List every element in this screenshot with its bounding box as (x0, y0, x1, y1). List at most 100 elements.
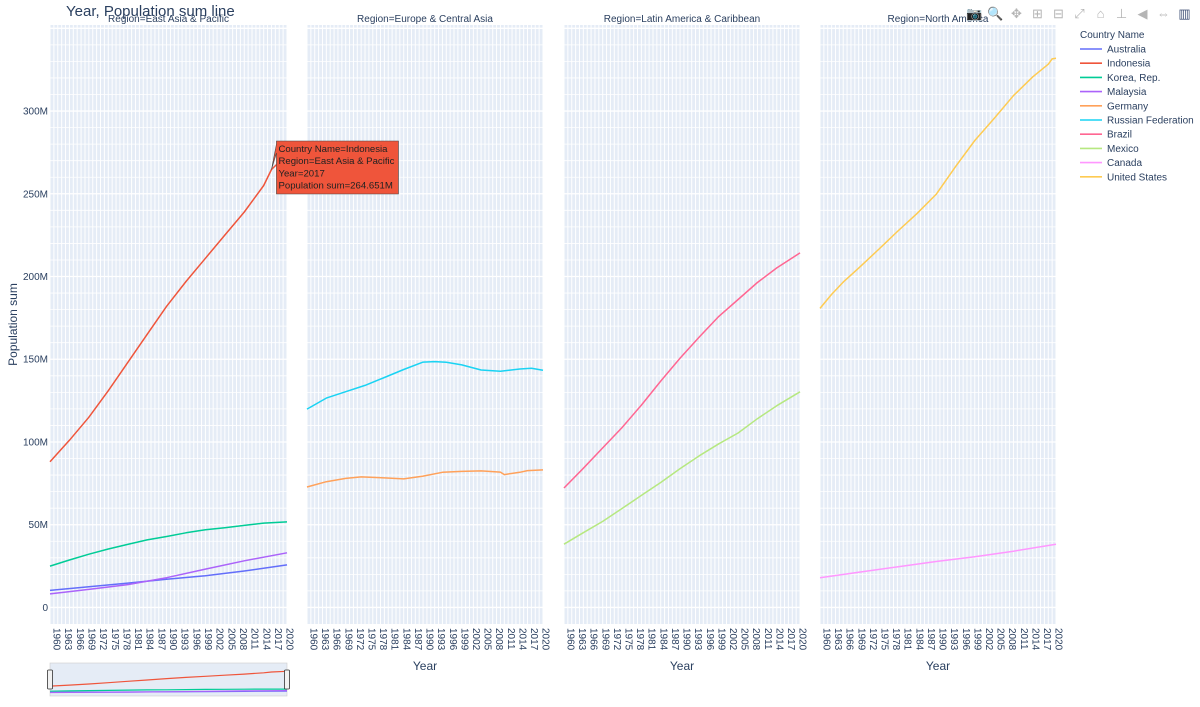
hover-tooltip-line: Year=2017 (278, 168, 324, 179)
x-tick-label: 1978 (890, 628, 901, 651)
series-line-germany[interactable] (306, 469, 544, 488)
hover-tooltip-line: Country Name=Indonesia (278, 144, 388, 155)
x-tick-label: 2008 (493, 628, 504, 651)
x-tick-label: 1981 (389, 628, 400, 651)
range-slider-line-malaysia (49, 689, 288, 694)
x-tick-label: 2008 (750, 628, 761, 651)
y-axis-label: Population sum (6, 283, 20, 366)
x-tick-label: 1972 (611, 628, 622, 651)
panel-region-north-america: Region=North America 1960 1963 1966 1969 1972… (819, 14, 1064, 673)
legend-item-korea-rep[interactable]: Korea, Rep. (1080, 73, 1160, 84)
x-tick-label: 1999 (202, 628, 213, 651)
zoom-out-icon[interactable]: ⊟ (1053, 5, 1064, 21)
legend-label: Malaysia (1107, 87, 1147, 98)
legend-item-mexico[interactable]: Mexico (1080, 144, 1139, 155)
series-line-russian-federation[interactable] (306, 360, 544, 410)
legend-item-brazil[interactable]: Brazil (1080, 130, 1132, 141)
y-tick-label: 0 (42, 603, 48, 614)
x-tick-label: 1972 (867, 628, 878, 651)
legend-item-united-states[interactable]: United States (1080, 172, 1167, 183)
range-slider-left-handle[interactable] (47, 669, 53, 690)
home-icon[interactable]: ⌂ (1096, 6, 1105, 21)
legend-title: Country Name (1080, 30, 1145, 41)
plot-background (564, 25, 800, 624)
x-tick-label: 1984 (400, 628, 411, 651)
x-tick-label: 1996 (190, 628, 201, 651)
y-tick-label: 250M (23, 189, 48, 200)
range-slider-right-handle[interactable] (284, 669, 290, 690)
zoom-in-icon[interactable]: ⊞ (1032, 5, 1043, 21)
x-tick-label: 1984 (657, 628, 668, 651)
legend-item-malaysia[interactable]: Malaysia (1080, 87, 1147, 98)
x-tick-label: 1963 (319, 628, 330, 651)
panel-title: Region=Europe & Central Asia (357, 14, 493, 25)
x-tick-label: 2014 (260, 628, 271, 651)
spike-lines-icon[interactable]: ⊥ (1115, 5, 1128, 21)
x-tick-label: 1990 (167, 628, 178, 651)
hover-tooltip-line: Population sum=264.651M (278, 181, 392, 192)
x-tick-label: 2005 (995, 628, 1006, 651)
x-tick-label: 2020 (1053, 628, 1064, 651)
x-tick-label: 1975 (366, 628, 377, 651)
hover-compare-icon[interactable]: ⇔ (1157, 6, 1170, 21)
legend-label: Brazil (1107, 130, 1132, 141)
range-slider-line-indonesia (49, 670, 288, 687)
zoom-icon[interactable]: 🔍 (987, 5, 1004, 21)
x-tick-label: 1960 (821, 628, 832, 651)
range-slider-line-korea-rep (49, 688, 287, 692)
camera-icon[interactable]: 📷 (966, 5, 983, 21)
autoscale-icon[interactable]: ⤢ (1074, 5, 1085, 21)
x-tick-label: 1999 (715, 628, 726, 651)
x-tick-label: 2017 (272, 628, 283, 651)
x-tick-label: 2002 (727, 628, 738, 651)
x-tick-label: 1969 (855, 628, 866, 651)
x-tick-label: 1999 (971, 628, 982, 651)
x-tick-label: 1999 (458, 628, 469, 651)
x-tick-label: 1984 (913, 628, 924, 651)
x-tick-label: 1987 (412, 628, 423, 651)
x-tick-label: 1966 (74, 628, 85, 651)
legend-label: Australia (1107, 45, 1146, 56)
series-line-korea-rep[interactable] (49, 521, 288, 567)
x-tick-label: 1960 (308, 628, 319, 651)
series-line-brazil[interactable] (563, 252, 801, 489)
series-line-united-states[interactable] (819, 57, 1057, 309)
x-tick-label: 2011 (249, 628, 260, 650)
plotly-logo-icon[interactable]: ▥ (1178, 5, 1191, 21)
legend-item-germany[interactable]: Germany (1080, 101, 1148, 112)
x-tick-label: 2002 (214, 628, 225, 651)
series-line-mexico[interactable] (563, 391, 801, 545)
hover-closest-icon[interactable]: ◀ (1137, 5, 1148, 21)
panel-title: Region=North America (888, 14, 989, 25)
x-tick-label: 2020 (797, 628, 808, 651)
x-tick-label: 1966 (331, 628, 342, 651)
legend-item-australia[interactable]: Australia (1080, 45, 1146, 56)
x-tick-label: 2011 (505, 628, 516, 650)
x-tick-label: 1993 (948, 628, 959, 651)
series-line-canada[interactable] (819, 543, 1057, 579)
x-tick-label: 1975 (109, 628, 120, 651)
x-tick-label: 1963 (576, 628, 587, 651)
plot-background (307, 25, 543, 624)
x-tick-label: 1966 (844, 628, 855, 651)
series-line-malaysia[interactable] (49, 552, 288, 595)
x-tick-label: 2002 (983, 628, 994, 651)
series-line-australia[interactable] (49, 564, 288, 592)
legend-label: Germany (1107, 101, 1148, 112)
x-tick-label: 2014 (1029, 628, 1040, 651)
legend-item-canada[interactable]: Canada (1080, 158, 1142, 169)
legend-label: United States (1107, 172, 1167, 183)
x-tick-label: 1990 (937, 628, 948, 651)
x-tick-label: 1981 (132, 628, 143, 651)
pan-icon[interactable]: ✥ (1011, 5, 1022, 21)
x-tick-label: 1972 (354, 628, 365, 651)
series-line-indonesia[interactable] (49, 153, 288, 463)
range-slider[interactable] (47, 662, 290, 697)
legend-item-indonesia[interactable]: Indonesia (1080, 59, 1151, 70)
x-tick-label: 1990 (424, 628, 435, 651)
legend-item-russian-federation[interactable]: Russian Federation (1080, 116, 1194, 127)
y-tick-label: 50M (29, 520, 48, 531)
y-tick-label: 150M (23, 355, 48, 366)
